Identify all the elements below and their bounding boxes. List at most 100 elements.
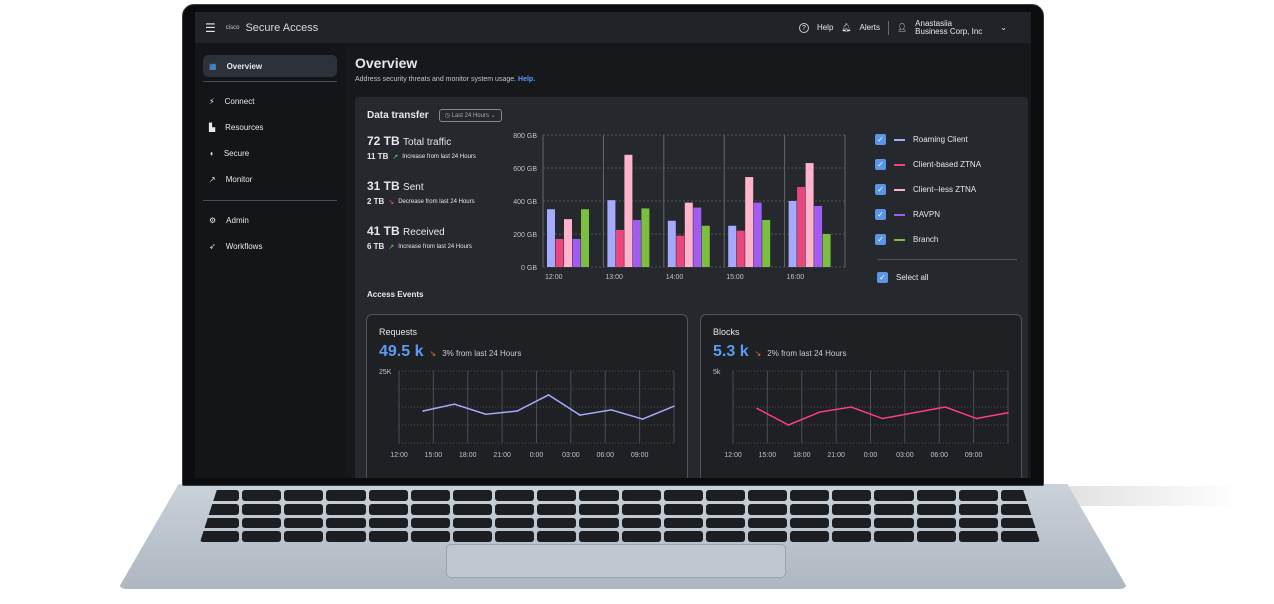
sidebar-item-monitor[interactable]: ↗ Monitor — [203, 168, 337, 190]
data-point — [944, 406, 947, 408]
stat-delta: 11 TB — [367, 152, 389, 161]
key — [326, 531, 366, 542]
kpi-value: 5.3 k — [713, 343, 749, 360]
bar-roaming-client — [728, 225, 737, 267]
line-series — [756, 406, 1009, 426]
y-max-label: 25K — [379, 369, 392, 376]
section-title: Data transfer — [367, 110, 429, 121]
key — [621, 517, 661, 529]
stat-block: 31 TB Sent 2 TB ↘ Decrease from last 24 Hou… — [367, 179, 517, 206]
key — [747, 503, 788, 515]
key — [747, 531, 788, 542]
bar-roaming-client — [547, 209, 555, 267]
help-icon[interactable]: ? — [798, 22, 809, 33]
key — [537, 517, 577, 529]
user-menu[interactable]: Anastasiia Business Corp, Inc — [915, 18, 982, 36]
x-tick-label: 18:00 — [793, 452, 811, 459]
key — [200, 531, 240, 542]
chevron-down-icon[interactable]: ⌄ — [1000, 23, 1007, 32]
legend-swatch — [894, 163, 905, 166]
bar-client-less-ztna — [805, 163, 814, 267]
legend-swatch — [894, 188, 905, 191]
requests-chart: 25K 12:00 15:00 18:00 21:00 0:00 03:00 06:00 09:… — [379, 369, 675, 459]
user-name: Anastasiia — [915, 18, 953, 28]
bar-client-based-ztna — [797, 186, 806, 267]
stat-delta: 2 TB — [367, 197, 385, 206]
stat-label: Received — [403, 227, 445, 238]
data-point — [975, 417, 978, 420]
trend-down-icon: ↘ — [388, 198, 395, 206]
x-tick-label: 21:00 — [493, 452, 511, 459]
key — [705, 517, 745, 529]
key — [368, 503, 408, 515]
checkbox-checked-icon: ✓ — [875, 159, 886, 170]
key — [790, 517, 830, 529]
blocks-card: Blocks 5.3 k ↘ 2% from last 24 Hours 5k 12:… — [700, 314, 1022, 478]
data-point — [579, 414, 581, 416]
key — [790, 531, 830, 542]
user-icon: 👤︎ — [897, 23, 908, 32]
bar-ravpn — [753, 202, 762, 267]
key — [958, 503, 998, 515]
key — [326, 503, 366, 515]
legend-item[interactable]: ✓ Roaming Client — [875, 127, 1020, 152]
sidebar-item-admin[interactable]: ⚙︎ Admin — [203, 209, 337, 231]
key — [705, 503, 745, 515]
legend-item[interactable]: ✓ Client-based ZTNA — [875, 152, 1020, 177]
stat-delta: 6 TB — [367, 242, 385, 251]
x-tick-label: 03:00 — [562, 452, 580, 459]
bar-branch — [581, 209, 589, 267]
x-tick-label: 12:00 — [724, 452, 742, 459]
time-range-dropdown[interactable]: ◷ Last 24 Hours ⌄ — [438, 109, 502, 122]
bell-icon[interactable]: 🔔︎ — [841, 23, 852, 32]
stat-label: Total traffic — [403, 137, 452, 148]
x-tick-label: 06:00 — [930, 452, 948, 459]
data-point — [881, 417, 884, 420]
x-tick-label: 16:00 — [787, 274, 805, 281]
bar-client-based-ztna — [676, 235, 685, 267]
key — [958, 517, 998, 529]
legend-item[interactable]: ✓ Client--less ZTNA — [875, 177, 1020, 202]
sidebar-item-workflows[interactable]: ➶ Workflows — [203, 235, 337, 257]
plug-icon: ⚡︎ — [209, 96, 215, 106]
data-point — [913, 411, 915, 414]
key — [537, 531, 577, 542]
data-transfer-chart: 0 GB 200 GB 400 GB 600 GB 800 GB 12:00 13:00 14… — [513, 133, 846, 281]
kpi-delta: 2% from last 24 Hours — [767, 349, 847, 358]
bar-roaming-client — [788, 201, 797, 267]
trend-up-icon: ↗ — [392, 153, 399, 161]
key — [579, 503, 619, 515]
legend-label: Roaming Client — [913, 135, 968, 144]
legend-label: Client-based ZTNA — [913, 160, 982, 169]
sidebar-item-resources[interactable]: ▙ Resources — [203, 116, 337, 138]
checkbox-checked-icon: ✓ — [877, 272, 888, 283]
key — [621, 503, 661, 515]
select-all-checkbox[interactable]: ✓ Select all — [877, 265, 928, 290]
stat-label: Sent — [403, 182, 424, 193]
x-tick-label: 15:00 — [726, 274, 744, 281]
legend-item[interactable]: ✓ RAVPN — [875, 202, 1020, 227]
key — [832, 503, 872, 515]
data-transfer-panel: Data transfer ◷ Last 24 Hours ⌄ 72 TB To… — [355, 97, 1028, 478]
screen: ☰ cisco Secure Access ? Help 🔔︎ Alerts 👤… — [195, 12, 1031, 478]
stat-value: 41 TB — [367, 224, 400, 238]
cisco-logo: cisco — [225, 24, 240, 31]
legend-label: Branch — [913, 235, 939, 244]
sidebar-item-connect[interactable]: ⚡︎ Connect — [203, 90, 337, 112]
stat-note: Increase from last 24 Hours — [402, 153, 476, 160]
menu-icon[interactable]: ☰ — [205, 20, 216, 35]
bar-ravpn — [572, 238, 581, 267]
help-link[interactable]: Help. — [518, 76, 536, 83]
sidebar-item-secure[interactable]: ◖ Secure — [203, 142, 337, 164]
alerts-link[interactable]: Alerts — [859, 23, 880, 32]
help-link[interactable]: Help — [816, 23, 834, 32]
x-tick-label: 21:00 — [827, 452, 845, 459]
key — [705, 531, 745, 542]
legend-swatch — [894, 138, 905, 141]
card-title: Requests — [379, 327, 418, 337]
bar-roaming-client — [607, 200, 616, 267]
sidebar-item-overview[interactable]: ▦ Overview — [203, 55, 337, 77]
key — [242, 490, 282, 501]
legend-swatch — [894, 213, 905, 216]
legend-item[interactable]: ✓ Branch — [875, 227, 1020, 252]
